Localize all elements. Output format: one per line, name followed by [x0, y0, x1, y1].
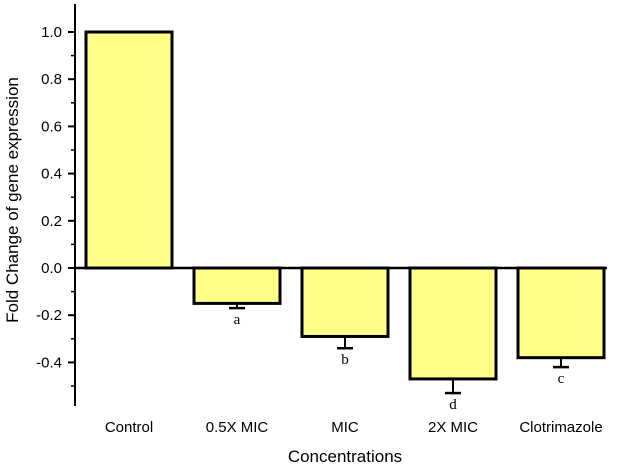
y-tick-label: -0.4: [36, 354, 62, 371]
bar-clotrimazole: [516, 266, 606, 360]
bars-group: [84, 30, 606, 381]
y-tick-label: -0.2: [36, 307, 62, 324]
x-tick-label: Control: [105, 419, 153, 436]
y-tick-label: 0.8: [41, 71, 62, 88]
y-axis-title: Fold Change of gene expression: [3, 77, 22, 323]
axes-group: [68, 4, 607, 406]
x-tick-label: 0.5X MIC: [206, 419, 269, 436]
labels-group: Control a 0.5X MIC b MIC d 2X MIC c Clotrimazole…: [36, 24, 603, 436]
y-tick-label: 1.0: [41, 24, 62, 41]
significance-label: c: [558, 371, 565, 387]
y-tick-label: 0.2: [41, 213, 62, 230]
y-tick-label: 0.0: [41, 260, 62, 277]
y-tick-label: 0.4: [41, 166, 62, 183]
y-tick-label: 0.6: [41, 118, 62, 135]
x-axis-title: Concentrations: [288, 447, 402, 466]
significance-label: b: [341, 352, 349, 368]
error-bars-group: [229, 303, 569, 395]
significance-label: d: [449, 397, 457, 413]
x-tick-label: Clotrimazole: [519, 419, 602, 436]
x-tick-label: MIC: [331, 419, 359, 436]
significance-label: a: [234, 312, 241, 328]
bar-2x-mic: [408, 266, 498, 381]
x-tick-label: 2X MIC: [428, 419, 478, 436]
bar-mic: [300, 266, 390, 338]
bar-control: [84, 30, 174, 270]
bar-0-5x-mic: [192, 266, 282, 305]
